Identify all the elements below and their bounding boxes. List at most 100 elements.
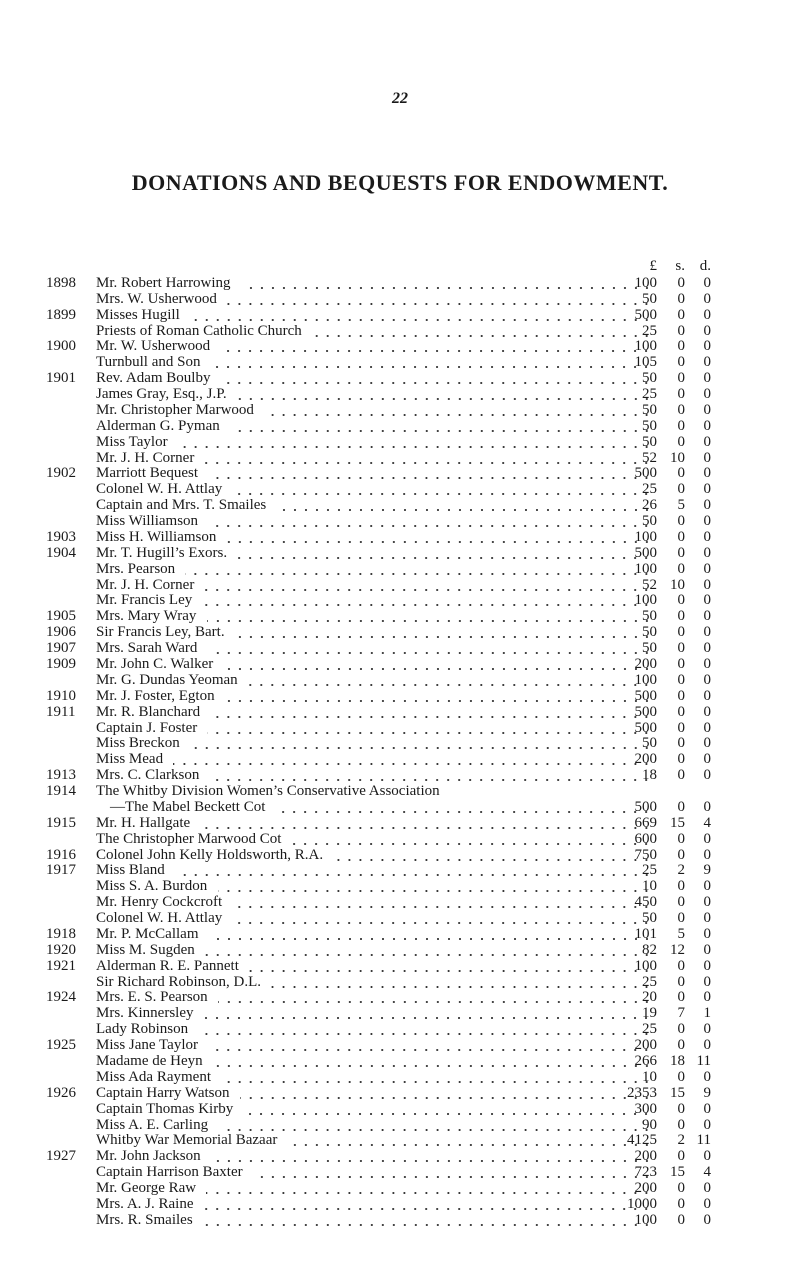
amount: 0 bbox=[703, 1100, 712, 1117]
donation-row: Sir Richard Robinson, D.L. 25 0 0 bbox=[0, 973, 800, 990]
amount: 0 bbox=[703, 798, 712, 815]
dot-leader bbox=[210, 703, 652, 720]
dot-leader bbox=[204, 576, 652, 593]
donor-name: Mr. P. McCallam bbox=[96, 925, 199, 942]
dot-leader bbox=[212, 1053, 652, 1069]
dot-leader bbox=[173, 751, 652, 768]
donation-row: Miss Mead 200 0 0 bbox=[0, 751, 800, 768]
donation-row: Miss S. A. Burdon 10 0 0 bbox=[0, 878, 800, 895]
amount: 25 bbox=[642, 973, 657, 990]
donor-name: Mrs. C. Clarkson bbox=[96, 767, 200, 784]
dot-leader bbox=[263, 401, 652, 418]
amount: 0 bbox=[703, 592, 712, 609]
amount: 0 bbox=[677, 1068, 686, 1085]
year: 1898 bbox=[46, 274, 76, 291]
amount: 0 bbox=[703, 465, 712, 482]
amount: 0 bbox=[703, 703, 712, 720]
donation-row: Miss A. E. Carling 90 0 0 bbox=[0, 1116, 800, 1133]
amount: 0 bbox=[703, 1116, 712, 1133]
amount: 0 bbox=[703, 973, 712, 990]
donor-name: Mrs. Pearson bbox=[96, 560, 176, 577]
amount: 0 bbox=[703, 1180, 712, 1197]
amount: 0 bbox=[703, 513, 712, 530]
dot-leader bbox=[221, 370, 652, 387]
donor-name: Alderman R. E. Pannett bbox=[96, 957, 239, 974]
amount: 0 bbox=[677, 592, 686, 609]
donor-name: Alderman G. Pyman bbox=[96, 417, 220, 434]
dot-leader bbox=[217, 989, 652, 1006]
amount: 0 bbox=[703, 306, 712, 323]
amount: 0 bbox=[703, 608, 712, 625]
amount: 11 bbox=[696, 1053, 711, 1069]
amount: 0 bbox=[677, 624, 686, 641]
amount: 0 bbox=[703, 735, 712, 752]
amount: 52 bbox=[642, 449, 657, 466]
amount: 2 bbox=[677, 862, 686, 879]
amount: 0 bbox=[677, 910, 686, 927]
amount: 0 bbox=[703, 354, 712, 371]
year: 1927 bbox=[46, 1148, 76, 1165]
dot-leader bbox=[229, 417, 652, 434]
donation-row: 1915 Mr. H. Hallgate 669 15 4 bbox=[0, 814, 800, 831]
donor-name: Mr. Robert Harrowing bbox=[96, 274, 231, 291]
donor-name: Sir Richard Robinson, D.L. bbox=[96, 973, 261, 990]
amount: 18 bbox=[670, 1053, 685, 1069]
dot-leader bbox=[240, 274, 652, 291]
donor-name: Madame de Heyn bbox=[96, 1053, 203, 1069]
donor-name: Miss Taylor bbox=[96, 433, 168, 450]
year: 1924 bbox=[46, 989, 76, 1006]
amount: 0 bbox=[677, 703, 686, 720]
donation-row: 1902 Marriott Bequest 500 0 0 bbox=[0, 465, 800, 482]
amount: 10 bbox=[670, 449, 685, 466]
donation-row: Whitby War Memorial Bazaar 4125 2 11 bbox=[0, 1132, 800, 1149]
year: 1917 bbox=[46, 862, 76, 879]
title: DONATIONS AND BEQUESTS FOR ENDOWMENT. bbox=[131, 170, 669, 195]
dot-leader bbox=[203, 1005, 652, 1022]
amount: 0 bbox=[677, 798, 686, 815]
amount: 50 bbox=[642, 290, 657, 307]
amount: 0 bbox=[677, 370, 686, 387]
donor-name: Miss A. E. Carling bbox=[96, 1116, 209, 1133]
amount: 4 bbox=[703, 814, 712, 831]
amount: 100 bbox=[634, 338, 658, 355]
amount: 0 bbox=[677, 1195, 686, 1212]
amount: 50 bbox=[642, 401, 657, 418]
year: 1925 bbox=[46, 1037, 76, 1054]
amount: 18 bbox=[642, 767, 657, 784]
amount: 0 bbox=[677, 528, 686, 545]
column-label: s. bbox=[675, 258, 685, 274]
donation-row: Mr. J. H. Corner 52 10 0 bbox=[0, 576, 800, 593]
amount: 0 bbox=[677, 751, 686, 768]
dot-leader bbox=[200, 814, 652, 831]
amount: 200 bbox=[634, 1037, 658, 1054]
donation-row: 1924 Mrs. E. S. Pearson 20 0 0 bbox=[0, 989, 800, 1006]
donation-row: Mrs. A. J. Raine 1000 0 0 bbox=[0, 1195, 800, 1212]
donor-name: Miss H. Williamson bbox=[96, 528, 217, 545]
donation-row: 1917 Miss Bland 25 2 9 bbox=[0, 862, 800, 879]
donation-row: Captain and Mrs. T. Smailes 26 5 0 bbox=[0, 497, 800, 514]
amount: 0 bbox=[677, 1100, 686, 1117]
donation-row: Turnbull and Son 105 0 0 bbox=[0, 354, 800, 371]
dot-leader bbox=[223, 656, 652, 672]
amount: 100 bbox=[634, 957, 658, 974]
amount: 15 bbox=[670, 814, 685, 831]
amount: 4 bbox=[703, 1164, 712, 1181]
dot-leader bbox=[275, 798, 652, 815]
amount: 0 bbox=[703, 767, 712, 784]
dot-leader bbox=[236, 386, 652, 403]
amount: 300 bbox=[634, 1100, 658, 1117]
donor-name: Mr. J. H. Corner bbox=[96, 449, 195, 466]
amount: 0 bbox=[703, 925, 712, 942]
donation-row: Lady Robinson 25 0 0 bbox=[0, 1021, 800, 1038]
year: 1901 bbox=[46, 370, 76, 387]
amount: 200 bbox=[634, 1148, 658, 1165]
donor-name: Misses Hugill bbox=[96, 306, 180, 323]
amount: 2353 bbox=[627, 1084, 657, 1101]
donor-name: The Whitby Division Women’s Conservative… bbox=[96, 783, 440, 800]
donor-name: Miss Ada Rayment bbox=[96, 1068, 211, 1085]
amount: 50 bbox=[642, 910, 657, 927]
donor-name: Mr. W. Usherwood bbox=[96, 338, 211, 355]
amount: 100 bbox=[634, 592, 658, 609]
amount: 0 bbox=[677, 719, 686, 736]
amount: 50 bbox=[642, 735, 657, 752]
